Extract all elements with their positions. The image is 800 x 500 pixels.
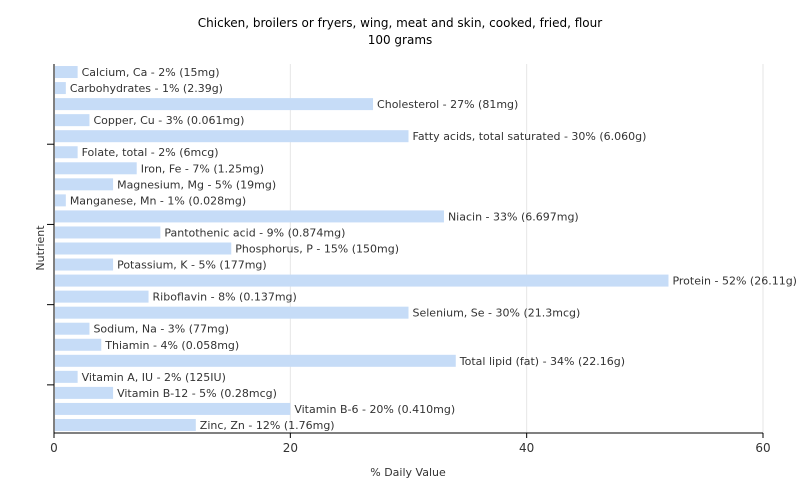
bar bbox=[55, 402, 291, 415]
data-label: Pantothenic acid - 9% (0.874mg) bbox=[164, 226, 345, 239]
data-label: Iron, Fe - 7% (1.25mg) bbox=[141, 162, 264, 175]
bar bbox=[55, 322, 90, 335]
data-label: Zinc, Zn - 12% (1.76mg) bbox=[200, 419, 335, 432]
bar bbox=[55, 226, 161, 239]
data-label: Total lipid (fat) - 34% (22.16g) bbox=[459, 355, 625, 368]
bar bbox=[55, 210, 444, 223]
bar bbox=[55, 418, 196, 431]
y-axis-label: Nutrient bbox=[34, 225, 47, 271]
bar bbox=[55, 274, 669, 287]
data-label: Cholesterol - 27% (81mg) bbox=[377, 98, 518, 111]
data-label: Protein - 52% (26.11g) bbox=[672, 275, 797, 288]
bar bbox=[55, 98, 374, 111]
data-label: Carbohydrates - 1% (2.39g) bbox=[70, 82, 223, 95]
chart-title: Chicken, broilers or fryers, wing, meat … bbox=[197, 16, 603, 30]
data-label: Phosphorus, P - 15% (150mg) bbox=[235, 243, 399, 256]
bar bbox=[55, 146, 78, 159]
x-axis-label: % Daily Value bbox=[370, 466, 446, 479]
x-tick-label: 0 bbox=[50, 441, 58, 455]
data-label: Sodium, Na - 3% (77mg) bbox=[93, 323, 229, 336]
bar bbox=[55, 386, 114, 399]
bar bbox=[55, 306, 409, 319]
data-label: Manganese, Mn - 1% (0.028mg) bbox=[70, 194, 246, 207]
bar bbox=[55, 290, 149, 303]
bar bbox=[55, 178, 114, 191]
x-tick-label: 60 bbox=[755, 441, 770, 455]
x-tick-label: 20 bbox=[283, 441, 298, 455]
bar bbox=[55, 162, 137, 175]
data-label: Fatty acids, total saturated - 30% (6.06… bbox=[413, 130, 647, 143]
data-label: Copper, Cu - 3% (0.061mg) bbox=[93, 114, 244, 127]
bar bbox=[55, 114, 90, 127]
bar bbox=[55, 242, 232, 255]
data-label: Thiamin - 4% (0.058mg) bbox=[104, 339, 239, 352]
bar bbox=[55, 338, 102, 351]
data-label: Magnesium, Mg - 5% (19mg) bbox=[117, 178, 276, 191]
data-label: Vitamin A, IU - 2% (125IU) bbox=[82, 371, 226, 384]
data-label: Potassium, K - 5% (177mg) bbox=[117, 259, 267, 272]
x-tick-label: 40 bbox=[519, 441, 534, 455]
data-label: Folate, total - 2% (6mcg) bbox=[82, 146, 219, 159]
bar bbox=[55, 130, 409, 143]
data-label: Riboflavin - 8% (0.137mg) bbox=[153, 291, 297, 304]
data-label: Vitamin B-12 - 5% (0.28mcg) bbox=[117, 387, 277, 400]
bar bbox=[55, 82, 66, 95]
data-label: Vitamin B-6 - 20% (0.410mg) bbox=[294, 403, 455, 416]
bar bbox=[55, 258, 114, 271]
bar bbox=[55, 370, 78, 383]
chart-subtitle: 100 grams bbox=[367, 33, 433, 47]
data-label: Selenium, Se - 30% (21.3mcg) bbox=[413, 307, 581, 320]
data-label: Niacin - 33% (6.697mg) bbox=[448, 210, 579, 223]
bar bbox=[55, 194, 66, 207]
bar bbox=[55, 354, 456, 367]
bar bbox=[55, 66, 78, 79]
data-label: Calcium, Ca - 2% (15mg) bbox=[82, 66, 220, 79]
